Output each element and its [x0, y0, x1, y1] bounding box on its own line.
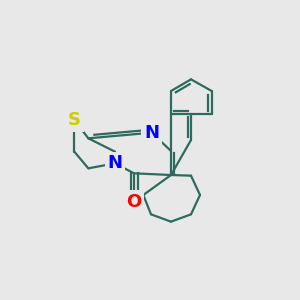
Text: N: N — [144, 124, 159, 142]
Text: N: N — [107, 154, 122, 172]
Text: S: S — [68, 111, 81, 129]
Text: O: O — [126, 193, 142, 211]
